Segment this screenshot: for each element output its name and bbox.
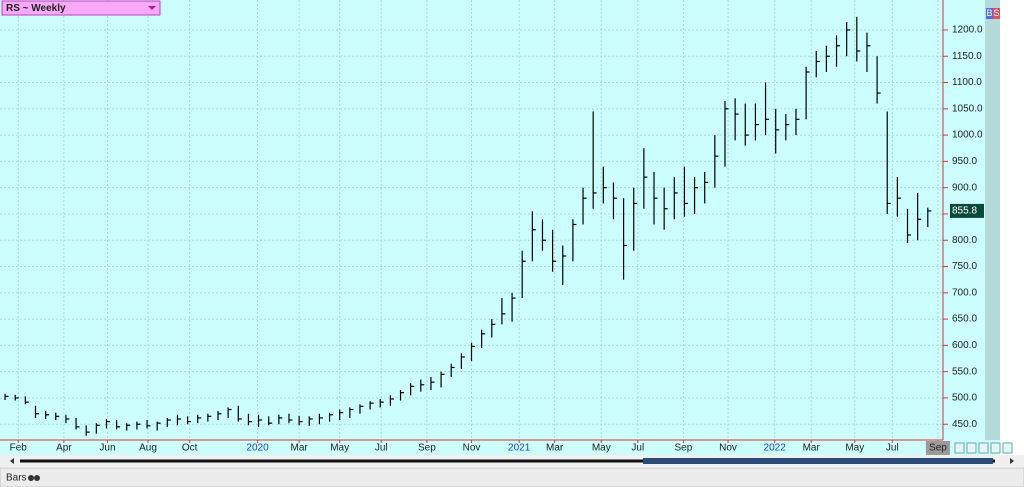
x-tick-label: Sep: [929, 443, 947, 454]
grid: [0, 0, 943, 440]
y-tick-label: 450.0: [952, 419, 977, 430]
y-tick-label: 1000.0: [952, 130, 983, 141]
button-s-label: S: [993, 8, 999, 18]
x-tick-label: Sep: [418, 443, 436, 454]
chart-title: RS ~ Weekly: [6, 3, 66, 14]
y-tick-label: 1150.0: [952, 51, 982, 62]
x-tick-label: 2022: [764, 443, 787, 454]
y-tick-label: 1100.0: [952, 77, 982, 88]
x-tick-label: May: [330, 443, 349, 454]
y-tick-label: 550.0: [952, 366, 977, 377]
x-tick-label: Apr: [56, 443, 72, 454]
x-tick-label: Mar: [546, 443, 564, 454]
x-tick-label: 2021: [508, 443, 531, 454]
y-tick-label: 500.0: [952, 393, 977, 404]
button-b-label: B: [986, 8, 992, 18]
axis-bg: [943, 0, 985, 440]
title-dropdown[interactable]: [148, 6, 156, 10]
side-strip: [985, 0, 1000, 440]
last-price-label: 855.8: [952, 206, 977, 217]
x-tick-label: Mar: [291, 443, 309, 454]
scroll-left[interactable]: [10, 458, 14, 464]
status-bar: [0, 467, 1024, 487]
x-tick-label: Aug: [139, 443, 157, 454]
bars: [4, 16, 932, 436]
button-b[interactable]: [986, 8, 993, 19]
binoculars-icon[interactable]: [28, 475, 34, 481]
nav-button[interactable]: [990, 442, 1001, 454]
mode-label: Bars: [6, 473, 27, 484]
x-axis-bg: [0, 440, 1000, 455]
y-tick-label: 800.0: [952, 235, 977, 246]
last-price-box: [950, 203, 984, 218]
nav-button[interactable]: [978, 442, 989, 454]
y-tick-label: 650.0: [952, 314, 977, 325]
x-tick-label: Sep: [675, 443, 693, 454]
x-tick-label: Jul: [631, 443, 644, 454]
y-tick-label: 750.0: [952, 261, 977, 272]
nav-button[interactable]: [1002, 442, 1013, 454]
x-tick-label: Jul: [375, 443, 388, 454]
title-box[interactable]: [1, 0, 161, 16]
binoculars-icon[interactable]: [34, 475, 40, 481]
scroll-thumb[interactable]: [643, 458, 993, 464]
y-tick-label: 1050.0: [952, 103, 983, 114]
y-tick-label: 950.0: [952, 156, 977, 167]
x-tick-label: May: [845, 443, 864, 454]
x-tick-label: Feb: [10, 443, 28, 454]
axes: 450.0 500.0 550.0 600.0 650.0 700.0 750.0 800.0…: [10, 25, 984, 455]
x-tick-label: May: [592, 443, 611, 454]
y-tick-label: 1200.0: [952, 25, 983, 36]
nav-button[interactable]: [966, 442, 977, 454]
x-tick-label: 2020: [246, 443, 269, 454]
x-tick-label: Jul: [886, 443, 899, 454]
x-tick-label: Oct: [182, 443, 198, 454]
x-tick-label: Nov: [463, 443, 481, 454]
nav-buttons: [954, 442, 1013, 454]
x-tick-highlight: [925, 441, 950, 455]
x-tick-label: Mar: [803, 443, 821, 454]
button-s[interactable]: [993, 8, 1000, 19]
x-tick-label: Nov: [719, 443, 737, 454]
nav-button[interactable]: [954, 442, 965, 454]
scroll-right[interactable]: [1010, 458, 1014, 464]
y-tick-label: 900.0: [952, 182, 977, 193]
y-tick-label: 700.0: [952, 287, 977, 298]
y-tick-label: 600.0: [952, 340, 977, 351]
x-tick-label: Jun: [99, 443, 115, 454]
